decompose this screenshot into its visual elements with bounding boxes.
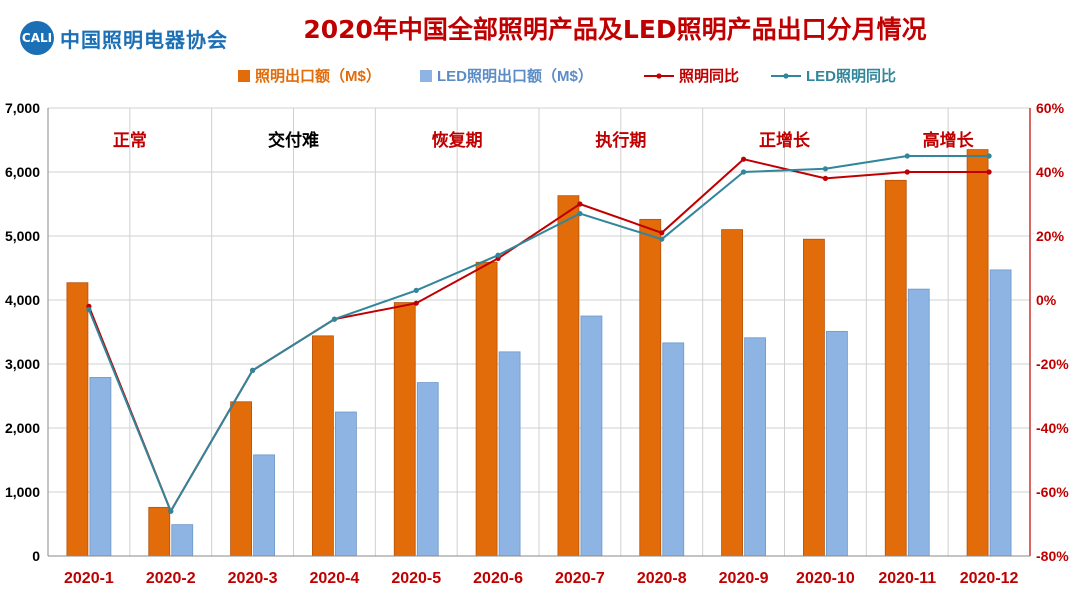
phase-label: 正增长: [759, 130, 811, 150]
led-export-bar: [826, 330, 848, 557]
led-export-bar: [744, 337, 766, 557]
gridlines: [47, 107, 1031, 557]
legend-label-led-yoy: LED照明同比: [806, 67, 896, 85]
legend-label-lighting: 照明出口额（M$）: [255, 67, 381, 85]
legend: 照明出口额（M$） LED照明出口额（M$） 照明同比 LED照明同比: [238, 67, 896, 85]
led-yoy-point: [495, 252, 501, 258]
lighting-yoy-point: [986, 169, 992, 175]
led-export-bar: [662, 342, 685, 557]
led-export-bar: [907, 288, 930, 557]
lighting-export-bar: [66, 282, 89, 557]
lighting-export-bar: [148, 506, 171, 557]
led-yoy-point: [740, 169, 747, 175]
x-tick-label: 2020-6: [473, 570, 523, 587]
phase-label: 执行期: [595, 130, 646, 150]
lighting-yoy-point: [659, 230, 665, 236]
left-tick-label: 0: [32, 548, 40, 564]
right-tick-label: -20%: [1036, 356, 1069, 372]
right-tick-label: 40%: [1036, 164, 1065, 180]
lighting-yoy-point: [577, 201, 583, 207]
bar-series: [66, 149, 1012, 557]
led-yoy-point: [986, 153, 992, 159]
line-series: [86, 153, 992, 514]
led-export-bar: [498, 351, 521, 557]
x-tick-label: 2020-11: [878, 570, 936, 587]
right-tick-label: 60%: [1036, 100, 1065, 116]
right-tick-label: 0%: [1036, 292, 1057, 308]
x-tick-label: 2020-1: [64, 570, 114, 587]
led-yoy-line: [87, 155, 990, 514]
left-tick-label: 3,000: [5, 356, 40, 372]
left-tick-label: 6,000: [5, 164, 40, 180]
phase-label: 交付难: [268, 130, 319, 150]
led-export-bar: [989, 269, 1012, 557]
chart-title: 2020年中国全部照明产品及LED照明产品出口分月情况: [303, 15, 927, 44]
lighting-export-bar: [312, 335, 334, 557]
left-tick-label: 7,000: [5, 100, 40, 116]
phase-label: 恢复期: [432, 130, 483, 150]
org-badge-icon: CALI: [20, 21, 54, 55]
legend-label-led: LED照明出口额（M$）: [437, 67, 593, 85]
lighting-export-bar: [803, 238, 825, 557]
left-tick-label: 2,000: [5, 420, 40, 436]
lighting-export-bar: [966, 149, 989, 557]
led-yoy-point: [822, 166, 829, 172]
left-tick-label: 1,000: [5, 484, 40, 500]
legend-marker-lighting-yoy: [656, 73, 662, 79]
phase-label: 正常: [113, 130, 147, 150]
lighting-export-bar: [475, 261, 498, 557]
led-yoy-point: [168, 508, 174, 514]
led-export-bar: [335, 411, 357, 557]
x-tick-label: 2020-12: [960, 570, 1019, 587]
lighting-export-bar: [639, 218, 662, 557]
lighting-export-bar: [557, 195, 580, 557]
x-tick-label: 2020-7: [555, 570, 605, 587]
lighting-yoy-point: [413, 300, 419, 306]
lighting-export-bar: [393, 302, 416, 557]
led-yoy-point: [86, 307, 92, 313]
lighting-export-bar: [230, 401, 252, 557]
legend-swatch-lighting: [238, 70, 250, 82]
led-export-bar: [171, 524, 194, 557]
legend-label-lighting-yoy: 照明同比: [679, 67, 739, 85]
lighting-yoy-point: [822, 175, 829, 181]
x-tick-label: 2020-5: [391, 570, 441, 587]
legend-marker-led-yoy: [783, 73, 789, 79]
phase-labels: 正常 交付难 恢复期 执行期 正增长 高增长: [113, 130, 975, 150]
right-tick-label: 20%: [1036, 228, 1065, 244]
lighting-export-bar: [721, 229, 743, 557]
led-yoy-point: [413, 287, 419, 293]
x-tick-label: 2020-8: [637, 570, 687, 587]
axes: 0 1,000 2,000 3,000 4,000 5,000 6,000 7,000 -80%…: [5, 100, 1069, 587]
led-yoy-point: [577, 211, 583, 217]
x-tick-label: 2020-3: [228, 570, 278, 587]
org-name: 中国照明电器协会: [60, 27, 228, 52]
led-yoy-point: [249, 367, 256, 373]
lighting-export-bar: [884, 179, 907, 557]
x-tick-label: 2020-10: [796, 570, 855, 587]
led-yoy-point: [659, 236, 665, 242]
org-logo: CALI 中国照明电器协会: [20, 18, 228, 58]
right-tick-label: -40%: [1036, 420, 1069, 436]
led-yoy-point: [904, 153, 910, 159]
lighting-yoy-point: [740, 156, 747, 162]
phase-label: 高增长: [923, 130, 975, 150]
led-export-bar: [253, 454, 275, 557]
left-tick-label: 5,000: [5, 228, 40, 244]
x-tick-label: 2020-9: [719, 570, 769, 587]
led-export-bar: [580, 315, 603, 557]
left-tick-label: 4,000: [5, 292, 40, 308]
led-export-bar: [416, 382, 439, 557]
legend-swatch-led: [420, 70, 432, 82]
led-export-bar: [89, 377, 112, 557]
led-yoy-point: [331, 316, 338, 322]
x-tick-label: 2020-4: [310, 570, 360, 587]
lighting-yoy-point: [904, 169, 910, 175]
right-tick-label: -60%: [1036, 484, 1069, 500]
right-tick-label: -80%: [1036, 548, 1069, 564]
x-tick-label: 2020-2: [146, 570, 196, 587]
